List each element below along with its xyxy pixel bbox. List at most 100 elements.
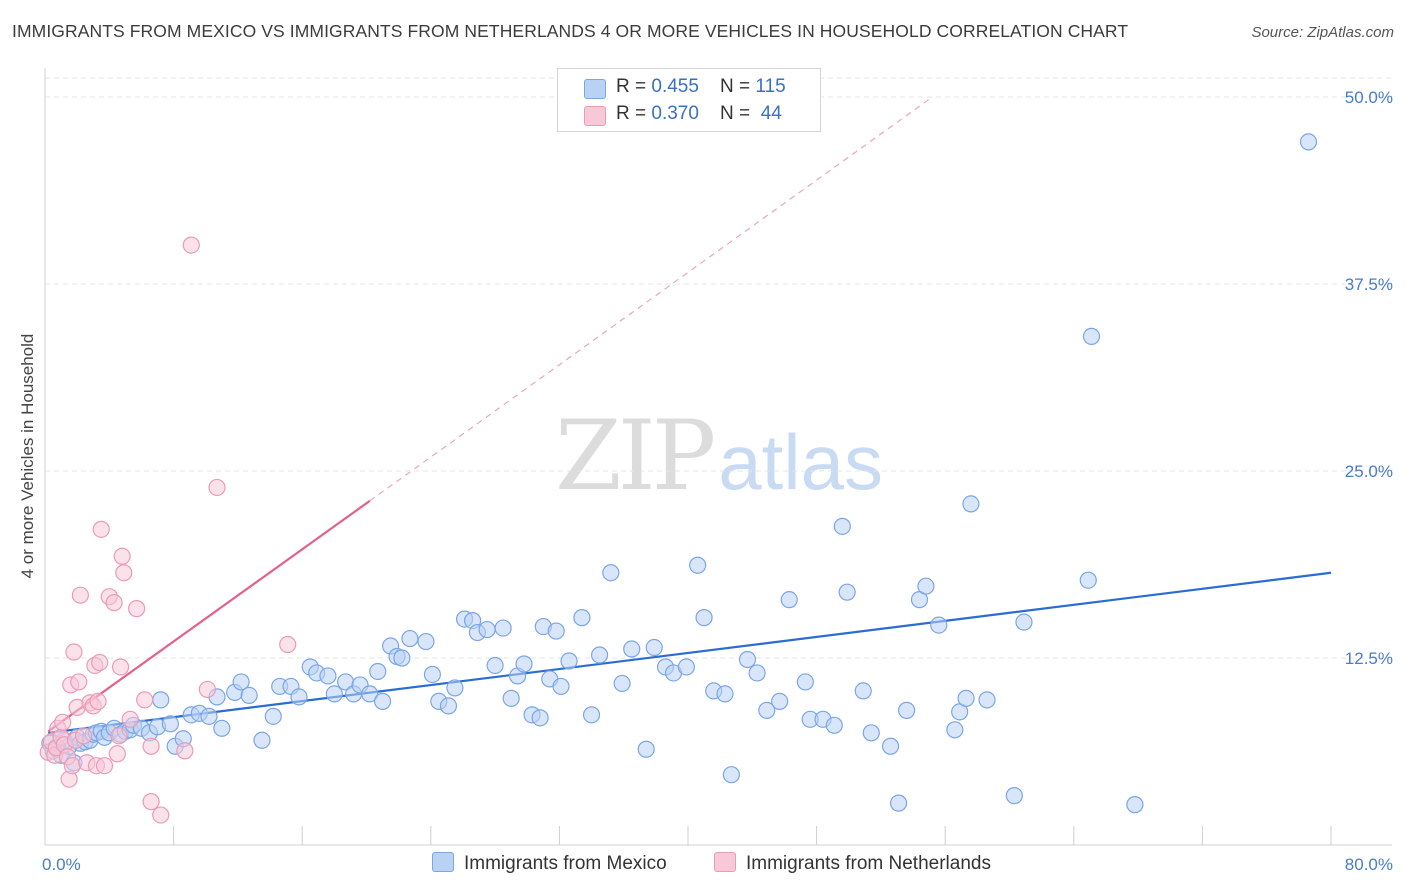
point-netherlands [152,806,170,824]
point-netherlands [54,713,72,731]
point-mexico [962,495,980,513]
series-swatch-netherlands [714,852,736,872]
series-name-netherlands: Immigrants from Netherlands [746,853,991,874]
point-netherlands [105,594,123,612]
point-mexico [486,656,504,675]
data-points [39,133,1318,824]
point-netherlands [110,727,128,745]
y-tick-label: 50.0% [1345,88,1393,107]
point-mexico [439,697,458,715]
point-mexico [1079,571,1097,589]
point-mexico [946,721,964,739]
point-mexico [862,724,880,742]
point-mexico [547,622,565,640]
point-mexico [854,682,872,700]
point-netherlands [115,564,133,582]
point-mexico [738,650,757,669]
point-netherlands [89,692,107,710]
point-mexico [582,706,601,724]
point-mexico [957,689,975,707]
point-mexico [613,674,631,693]
series-swatch-mexico [432,852,454,872]
point-netherlands [128,600,146,618]
series-legend-netherlands: Immigrants from Netherlands [714,852,991,875]
point-mexico [373,692,392,710]
point-netherlands [142,737,160,755]
point-mexico [1015,613,1033,631]
point-netherlands [198,680,216,699]
point-mexico [361,685,379,703]
point-mexico [825,716,843,734]
point-mexico [898,701,916,719]
tick-labels: 12.5% 25.0% 37.5% 50.0% 0.0% 80.0% [42,88,1393,874]
point-netherlands [92,520,110,538]
point-mexico [637,740,655,758]
x-tick-label: 0.0% [42,855,81,874]
legend-n-label: N = [720,103,756,124]
point-mexico [213,719,231,737]
point-netherlands [136,691,154,709]
trend-line-0 [48,571,1332,734]
point-mexico [560,652,578,670]
point-mexico [758,701,776,719]
point-mexico [264,707,282,725]
point-netherlands [70,673,88,691]
point-mexico [645,638,663,657]
point-mexico [602,564,620,582]
point-mexico [881,737,900,755]
point-mexico [531,709,549,727]
point-mexico [722,766,741,784]
point-netherlands [95,757,114,775]
point-mexico [716,685,734,703]
chart-title: IMMIGRANTS FROM MEXICO VS IMMIGRANTS FRO… [12,21,1129,41]
series-legend-mexico: Immigrants from Mexico [432,852,667,875]
point-mexico [930,616,948,634]
point-mexico [677,658,695,676]
point-mexico [573,609,591,627]
x-tick-label: 80.0% [1345,855,1393,874]
point-mexico [623,640,641,658]
watermark-atlas: atlas [718,418,883,506]
point-mexico [1082,327,1101,345]
point-mexico [200,707,218,725]
series-name-mexico: Immigrants from Mexico [464,853,667,874]
legend-swatch-netherlands [584,106,606,126]
point-mexico [889,794,908,812]
legend-n-value-mexico: 115 [755,76,786,97]
legend-r-value-netherlands: 0.370 [651,103,699,124]
point-mexico [446,679,464,697]
point-netherlands [74,727,93,745]
point-mexico [393,649,411,667]
point-mexico [838,583,856,601]
y-tick-label: 37.5% [1345,275,1393,294]
watermark: ZIPatlas [555,400,883,512]
grid-lines [45,77,1392,659]
point-netherlands [71,586,89,604]
y-tick-label: 12.5% [1345,649,1393,668]
point-mexico [796,673,814,691]
point-mexico [417,632,435,651]
point-mexico [494,619,512,637]
point-netherlands [279,635,297,654]
point-mexico [152,691,170,709]
point-mexico [240,686,258,705]
trend-line-1 [47,500,371,733]
legend-r-label: R = [616,76,652,97]
point-mexico [748,664,766,682]
point-mexico [978,691,996,709]
watermark-zip: ZIP [555,400,716,512]
point-mexico [325,685,343,703]
point-mexico [1299,133,1318,151]
point-netherlands [91,653,109,672]
point-netherlands [113,547,131,565]
point-mexico [502,689,520,707]
point-netherlands [121,710,139,728]
point-mexico [552,677,570,696]
point-mexico [478,620,496,639]
trend-lines [47,96,1332,734]
point-mexico [1126,796,1144,814]
point-mexico [689,556,707,574]
point-netherlands [63,757,81,775]
point-mexico [253,731,271,749]
